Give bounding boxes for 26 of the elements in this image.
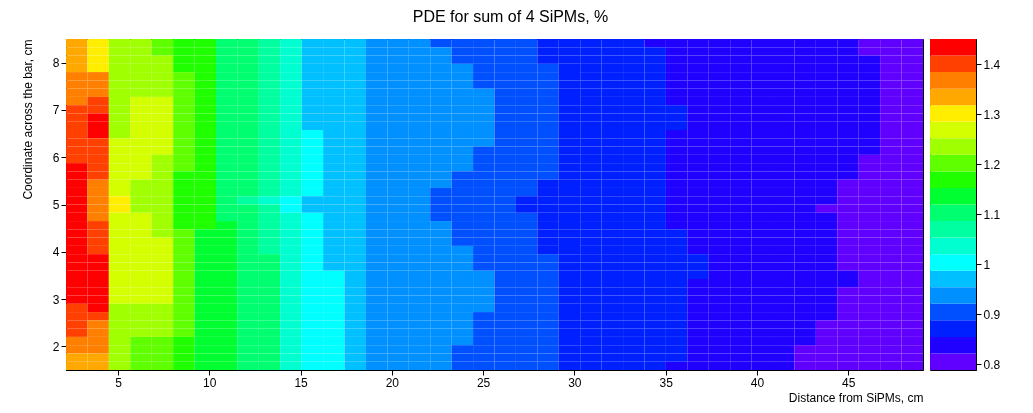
y-tick-label: 3: [52, 292, 60, 307]
x-tick-label: 5: [115, 375, 123, 390]
color-bar-label: 1.2: [983, 157, 1001, 172]
y-tick-label: 8: [52, 56, 60, 71]
color-bar-label: 1.4: [983, 57, 1001, 72]
y-axis-title: Coordinate across the bar, cm: [20, 39, 35, 200]
color-bar-label: 1.3: [983, 107, 1001, 122]
color-bar-label: 0.9: [983, 307, 1001, 322]
y-tick-label: 2: [52, 339, 60, 354]
x-tick-label: 10: [203, 375, 217, 390]
color-bar-label: 1.1: [983, 207, 1001, 222]
color-bar-label: 0.8: [983, 357, 1001, 372]
color-bar-label: 1: [983, 257, 991, 272]
chart-title: PDE for sum of 4 SiPMs, %: [412, 7, 609, 25]
x-tick-label: 30: [568, 375, 582, 390]
x-tick-label: 25: [476, 375, 491, 390]
y-tick-label: 6: [52, 150, 60, 165]
x-tick-label: 35: [659, 375, 674, 390]
y-tick-label: 7: [52, 103, 60, 118]
y-tick-label: 4: [52, 245, 60, 260]
x-tick-label: 20: [385, 375, 400, 390]
x-tick-label: 15: [294, 375, 309, 390]
x-axis-title: Distance from SiPMs, cm: [788, 390, 924, 405]
x-tick-label: 40: [750, 375, 765, 390]
y-tick-label: 5: [52, 198, 60, 212]
x-tick-label: 45: [841, 375, 856, 390]
